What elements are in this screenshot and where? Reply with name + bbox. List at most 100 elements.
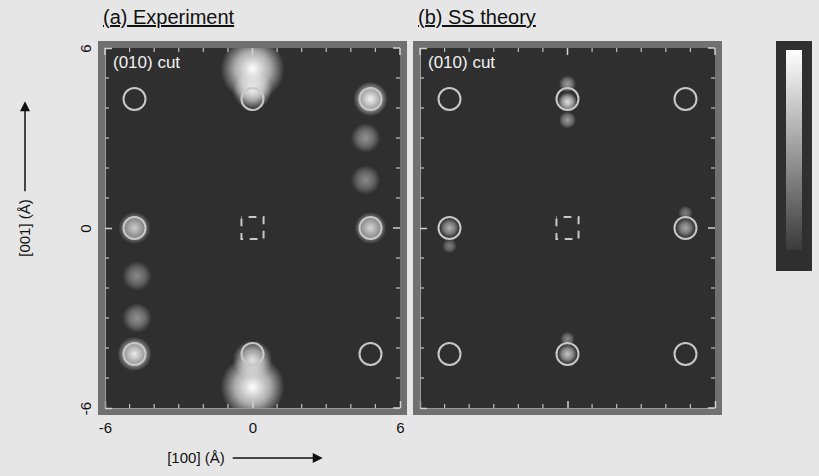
site-circle <box>360 343 382 365</box>
tick-mark <box>567 401 569 408</box>
minor-tick <box>711 137 715 138</box>
site-circle <box>439 343 461 365</box>
intensity-spot <box>351 165 381 195</box>
minor-tick <box>105 77 109 78</box>
minor-tick <box>396 197 400 198</box>
marks <box>439 75 697 365</box>
tick-label: 6 <box>77 44 94 52</box>
site-circle <box>124 343 146 365</box>
axis-arrowhead <box>20 101 30 111</box>
panel-title: (a) Experiment <box>103 6 235 28</box>
tick-mark <box>708 47 715 49</box>
site-circle <box>675 88 697 110</box>
minor-tick <box>420 167 424 168</box>
tick: 6 <box>396 401 404 436</box>
minor-tick <box>105 257 109 258</box>
tick-mark <box>420 408 427 410</box>
minor-tick <box>154 48 155 52</box>
panel: -606-606(a) Experiment(010) cut[100] (Å)… <box>16 6 407 466</box>
minor-tick <box>105 167 109 168</box>
minor-tick <box>469 48 470 52</box>
y-axis-title: [001] (Å) <box>16 199 33 257</box>
minor-tick <box>276 48 277 52</box>
minor-tick <box>396 137 400 138</box>
tick <box>420 408 427 409</box>
intensity-spot <box>440 218 460 238</box>
intensity-spot <box>233 70 272 109</box>
intensity-spot <box>119 212 151 244</box>
colorbar <box>786 50 802 250</box>
center-marker <box>556 217 578 239</box>
minor-tick <box>542 48 543 52</box>
minor-tick <box>105 317 109 318</box>
site-circle <box>242 343 264 365</box>
minor-tick <box>301 48 302 52</box>
tick-mark <box>400 401 402 408</box>
minor-tick <box>396 77 400 78</box>
tick <box>568 401 569 408</box>
tick-mark <box>420 48 427 50</box>
background <box>0 0 819 476</box>
minor-tick <box>396 287 400 288</box>
tick-mark <box>708 407 715 409</box>
minor-tick <box>396 347 400 348</box>
x-axis <box>421 401 716 409</box>
tick-mark <box>708 227 715 229</box>
tick-mark <box>105 228 112 230</box>
minor-tick <box>493 48 494 52</box>
minor-tick <box>154 404 155 408</box>
minor-tick <box>420 197 424 198</box>
minor-tick <box>711 317 715 318</box>
intensity-spot <box>353 82 387 116</box>
minor-tick <box>542 404 543 408</box>
minor-tick <box>616 404 617 408</box>
minor-tick <box>420 317 424 318</box>
minor-tick <box>518 48 519 52</box>
site-circle <box>360 217 382 239</box>
minor-tick <box>350 48 351 52</box>
tick-mark <box>714 48 716 55</box>
minor-tick <box>105 347 109 348</box>
tick <box>715 401 716 408</box>
minor-tick <box>301 404 302 408</box>
minor-tick <box>203 404 204 408</box>
site-circle <box>439 88 461 110</box>
minor-tick <box>105 137 109 138</box>
tick-marks <box>420 48 715 408</box>
site-circle <box>557 88 579 110</box>
intensity-spot <box>122 261 152 291</box>
minor-tick <box>350 404 351 408</box>
figure: -606-606(a) Experiment(010) cut[100] (Å)… <box>0 0 819 476</box>
intensity-spot <box>676 218 696 238</box>
tick-mark <box>399 48 401 55</box>
tick <box>420 48 427 49</box>
minor-tick <box>444 48 445 52</box>
tick-mark <box>105 408 112 410</box>
minor-tick <box>711 197 715 198</box>
tick-label: 0 <box>249 419 257 436</box>
minor-tick <box>105 197 109 198</box>
tick-mark <box>715 401 717 408</box>
minor-tick <box>105 107 109 108</box>
minor-tick <box>641 404 642 408</box>
y-axis: -606 <box>77 44 112 415</box>
site-circle <box>557 343 579 365</box>
minor-tick <box>711 257 715 258</box>
site-circle <box>124 88 146 110</box>
minor-tick <box>711 347 715 348</box>
tick-mark <box>104 48 106 55</box>
intensity-spot <box>558 344 578 364</box>
tick-label: -6 <box>77 402 94 415</box>
site-circle <box>360 88 382 110</box>
axis-arrowhead <box>313 453 323 463</box>
minor-tick <box>711 377 715 378</box>
tick-marks <box>105 48 400 408</box>
intensity-spot <box>558 92 578 112</box>
minor-tick <box>105 377 109 378</box>
minor-tick <box>493 404 494 408</box>
colorbar-ground <box>776 41 812 271</box>
tick-mark <box>393 47 400 49</box>
minor-tick <box>178 48 179 52</box>
minor-tick <box>227 404 228 408</box>
minor-tick <box>591 48 592 52</box>
